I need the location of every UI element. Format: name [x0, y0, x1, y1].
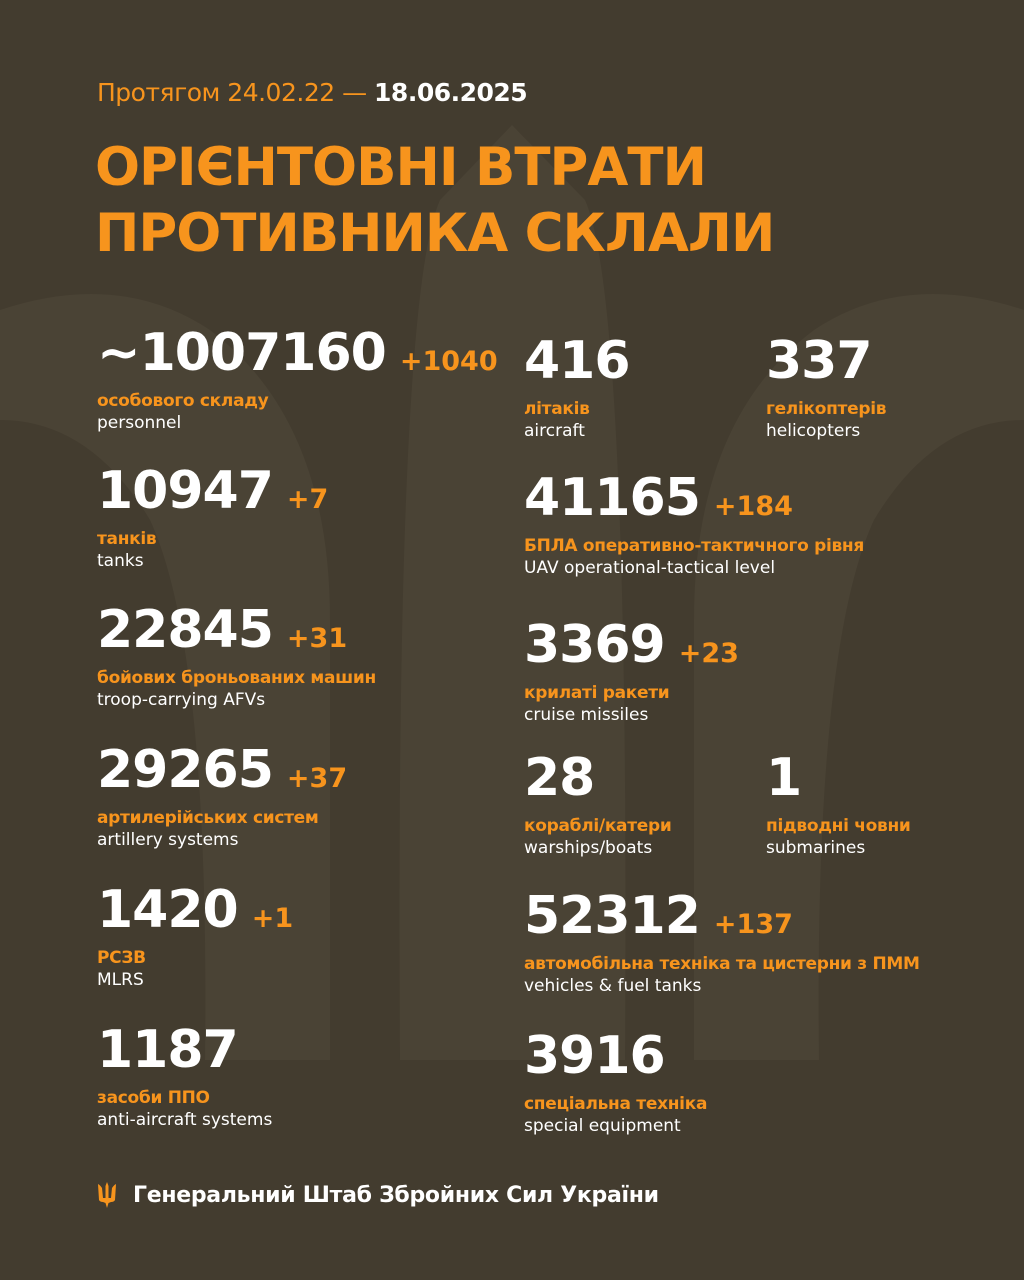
- stat-label-en: UAV operational-tactical level: [524, 558, 776, 578]
- stat-delta: +23: [678, 638, 739, 669]
- stat-label-ua: танків: [97, 529, 157, 549]
- stat-number: 3916: [524, 1026, 666, 1086]
- period-end-date: 18.06.2025: [374, 78, 528, 107]
- stat-label-en: vehicles & fuel tanks: [524, 976, 702, 996]
- stat-number: 1187: [97, 1020, 239, 1080]
- stat-label-en: aircraft: [524, 421, 585, 441]
- stat-value: 29265 +37: [97, 742, 347, 807]
- stat-label-ua: автомобільна техніка та цистерни з ПММ: [524, 954, 920, 974]
- footer-text: Генеральний Штаб Збройних Сил України: [133, 1182, 659, 1208]
- stat-label-ua: спеціальна техніка: [524, 1094, 708, 1114]
- stat-label-en: tanks: [97, 551, 144, 571]
- stat-delta: +1040: [399, 346, 498, 377]
- stat-item: 29265 +37 артилерійських систем artillery…: [97, 742, 347, 852]
- stat-label-en: MLRS: [97, 970, 144, 990]
- stat-number: 3369: [524, 615, 666, 675]
- stat-value: 3369 +23: [524, 617, 739, 682]
- stat-value: 416: [524, 333, 644, 398]
- stat-number: 22845: [97, 600, 274, 660]
- stat-number: 28: [524, 748, 595, 808]
- stat-item: 337 гелікоптерів helicopters: [766, 333, 887, 443]
- stat-item: 416 літаків aircraft: [524, 333, 644, 443]
- period: Протягом 24.02.22 — 18.06.2025: [97, 78, 528, 107]
- stat-number: 1420: [97, 880, 239, 940]
- stat-item: 41165 +184 БПЛА оперативно-тактичного рів…: [524, 470, 864, 580]
- stat-label-en: submarines: [766, 838, 866, 858]
- stat-item: 1 підводні човни submarines: [766, 750, 911, 860]
- stat-value: 1187: [97, 1022, 272, 1087]
- stat-number: 41165: [524, 468, 701, 528]
- stat-item: 28 кораблі/катери warships/boats: [524, 750, 672, 860]
- trident-icon: [98, 1182, 116, 1208]
- stat-value: 41165 +184: [524, 470, 864, 535]
- stat-label-ua: засоби ППО: [97, 1088, 210, 1108]
- stat-label-ua: бойових броньованих машин: [97, 668, 376, 688]
- stat-value: 52312 +137: [524, 888, 920, 953]
- stat-label-ua: артилерійських систем: [97, 808, 319, 828]
- stat-label-en: warships/boats: [524, 838, 653, 858]
- stat-label-ua: особового складу: [97, 391, 269, 411]
- stat-value: 1: [766, 750, 911, 815]
- stat-label-ua: кораблі/катери: [524, 816, 672, 836]
- stat-label-ua: крилаті ракети: [524, 683, 670, 703]
- stat-item: 22845 +31 бойових броньованих машин troop…: [97, 602, 376, 712]
- stat-value: 28: [524, 750, 672, 815]
- stat-delta: +31: [286, 623, 348, 654]
- stat-delta: +137: [713, 909, 793, 940]
- stat-delta: +184: [713, 491, 793, 522]
- stat-label-en: anti-aircraft systems: [97, 1110, 273, 1130]
- footer: Генеральний Штаб Збройних Сил України: [97, 1182, 659, 1208]
- stat-item: 3369 +23 крилаті ракети cruise missiles: [524, 617, 739, 727]
- stat-number: 337: [766, 331, 873, 391]
- stat-delta: +7: [286, 484, 329, 515]
- stat-label-ua: підводні човни: [766, 816, 911, 836]
- stat-item: 52312 +137 автомобільна техніка та цистер…: [524, 888, 920, 998]
- stat-item: 1187 засоби ППО anti-aircraft systems: [97, 1022, 272, 1132]
- stat-value: 1420 +1: [97, 882, 293, 947]
- stat-item: 1420 +1 РСЗВ MLRS: [97, 882, 293, 992]
- stat-number: 416: [524, 331, 631, 391]
- stat-label-ua: літаків: [524, 399, 590, 419]
- stat-label-ua: РСЗВ: [97, 948, 146, 968]
- stat-label-en: artillery systems: [97, 830, 239, 850]
- page-title: ОРІЄНТОВНІ ВТРАТИ ПРОТИВНИКА СКЛАЛИ: [95, 135, 775, 267]
- stat-number: 10947: [97, 461, 274, 521]
- stat-delta: +37: [286, 763, 348, 794]
- stat-item: 10947 +7 танків tanks: [97, 463, 328, 573]
- stat-item: 3916 спеціальна техніка special equipmen…: [524, 1028, 707, 1138]
- title-line-2: ПРОТИВНИКА СКЛАЛИ: [95, 203, 775, 264]
- stat-label-ua: БПЛА оперативно-тактичного рівня: [524, 536, 864, 556]
- title-line-1: ОРІЄНТОВНІ ВТРАТИ: [95, 137, 707, 198]
- stat-label-en: special equipment: [524, 1116, 681, 1136]
- stat-item: ~1007160 +1040 особового складу personnel: [97, 325, 498, 435]
- stat-number: 1: [766, 748, 802, 808]
- stat-value: 22845 +31: [97, 602, 376, 667]
- stat-number: 52312: [524, 886, 701, 946]
- stat-value: 3916: [524, 1028, 707, 1093]
- stat-label-en: personnel: [97, 413, 182, 433]
- period-start: Протягом 24.02.22 —: [97, 78, 367, 107]
- stat-number: 29265: [97, 740, 274, 800]
- stat-value: 10947 +7: [97, 463, 328, 528]
- stat-label-en: helicopters: [766, 421, 861, 441]
- stat-value: 337: [766, 333, 886, 398]
- stat-label-en: cruise missiles: [524, 705, 649, 725]
- stat-label-en: troop-carrying AFVs: [97, 690, 266, 710]
- stat-label-ua: гелікоптерів: [766, 399, 887, 419]
- stat-number: ~1007160: [97, 323, 387, 383]
- stat-value: ~1007160 +1040: [97, 325, 498, 390]
- stat-delta: +1: [251, 903, 294, 934]
